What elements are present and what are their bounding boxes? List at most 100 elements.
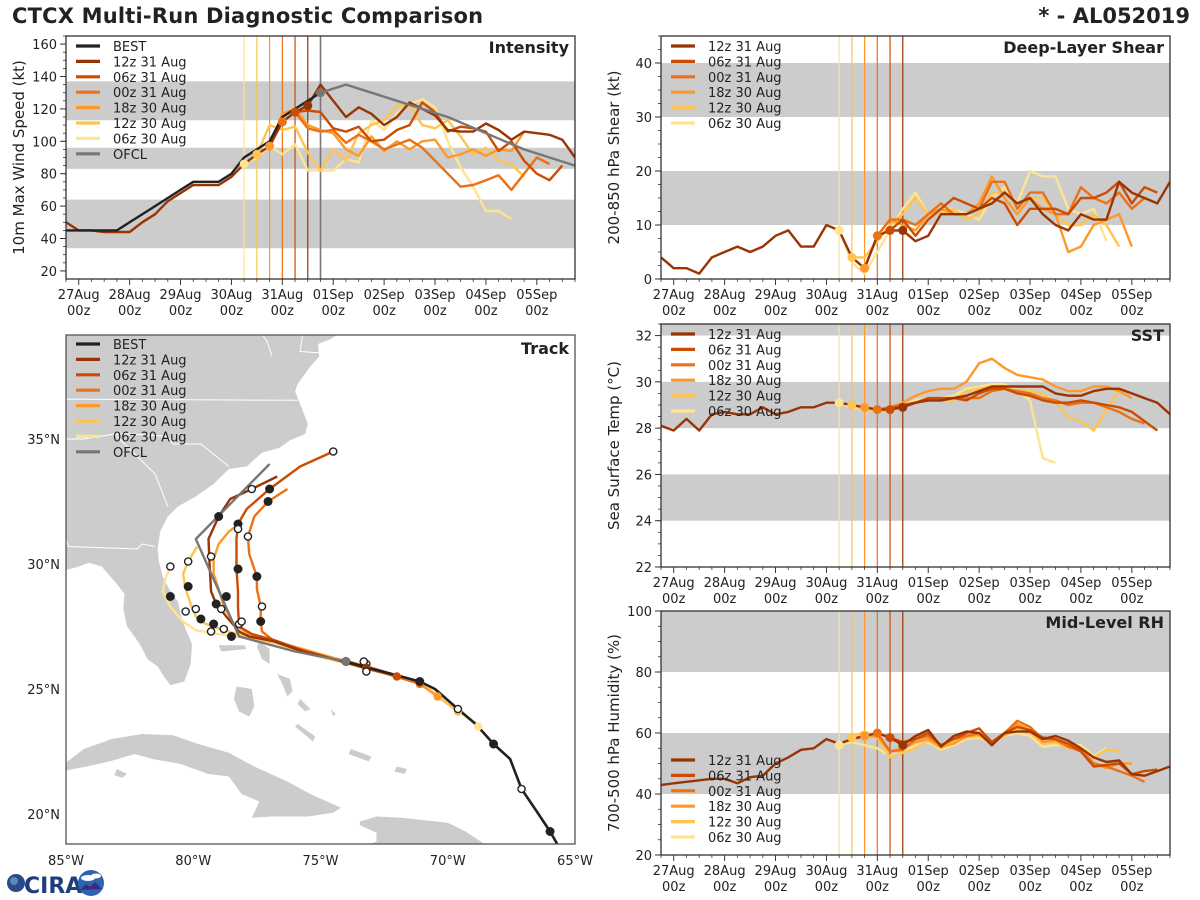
track-position-marker-filled: [252, 572, 262, 581]
y-tick-label: 26: [635, 468, 652, 483]
x-tick-label-date: 01Sep: [313, 288, 354, 303]
x-tick-label-hour: 00z: [866, 880, 890, 895]
track-position-marker-open: [517, 784, 526, 794]
x-tick-label-date: 03Sep: [415, 288, 456, 303]
state-border: [114, 433, 169, 507]
panel-track: 85°W 80°W 75°W 70°W 65°W 20°N 25°N 30°N 35°N Trac…: [27, 334, 593, 869]
x-tick-label-hour: 00z: [118, 304, 142, 319]
init-marker-12z-30-aug: [847, 400, 857, 410]
init-marker-00z-31-aug: [277, 117, 287, 127]
x-tick-label-date: 05Sep: [1111, 576, 1152, 591]
x-tick-label-hour: 00z: [220, 304, 244, 319]
legend-item-best: BEST: [76, 40, 146, 55]
series-line-00z-31-aug: [281, 110, 551, 192]
legend-label: 06z 31 Aug: [708, 769, 782, 784]
y-axis-label: Sea Surface Temp (°C): [605, 361, 623, 530]
init-marker-00z-31-aug: [872, 231, 882, 241]
track-init-marker-06z-31-aug: [392, 672, 402, 681]
legend-label: 18z 30 Aug: [113, 102, 187, 117]
track-line-18z-30-aug: [212, 523, 439, 698]
x-tick-label-date: 04Sep: [1060, 864, 1101, 879]
plot-area: [661, 324, 1170, 567]
legend-item-ofcl: OFCL: [76, 148, 148, 163]
y-tick-label: 100: [627, 605, 652, 620]
x-tick-label-date: 27Aug: [653, 864, 695, 879]
init-marker-12z-30-aug: [847, 733, 857, 743]
legend-label: 06z 30 Aug: [708, 117, 782, 132]
x-tick-label-date: 02Sep: [959, 864, 1000, 879]
x-tick-label-date: 29Aug: [755, 288, 797, 303]
track-position-marker-filled: [221, 592, 231, 601]
legend-label: 12z 30 Aug: [708, 102, 782, 117]
init-marker-18z-30-aug: [265, 141, 275, 151]
y-tick-label: 40: [635, 57, 652, 72]
legend-item-12z-30-aug: 12z 30 Aug: [671, 390, 782, 405]
legend-label: 06z 30 Aug: [708, 831, 782, 846]
legend-label: 06z 31 Aug: [113, 71, 187, 86]
legend-label: 06z 30 Aug: [113, 132, 187, 147]
x-tick-label-hour: 00z: [1069, 880, 1093, 895]
y-tick-label: 20: [40, 265, 57, 280]
init-marker-06z-30-aug: [834, 740, 844, 750]
x-tick-label-hour: 00z: [1069, 304, 1093, 319]
state-border: [66, 433, 230, 467]
series-line-12z-31-aug: [661, 728, 1170, 787]
x-tick-label-date: 01Sep: [908, 288, 949, 303]
legend-item-12z-30-aug: 12z 30 Aug: [76, 415, 187, 430]
x-tick-label-date: 27Aug: [653, 576, 695, 591]
legend-label: 12z 30 Aug: [113, 117, 187, 132]
init-marker-12z-31-aug: [898, 402, 908, 412]
x-tick-label-hour: 00z: [967, 304, 991, 319]
x-tick-label-hour: 00z: [662, 304, 686, 319]
legend-item-12z-30-aug: 12z 30 Aug: [671, 102, 782, 117]
legend-item-12z-31-aug: 12z 31 Aug: [76, 55, 187, 70]
plot-area: [661, 611, 1170, 855]
track-position-marker-open: [453, 704, 463, 714]
land-bahamas-island: [295, 724, 316, 742]
legend-item-00z-31-aug: 00z 31 Aug: [671, 359, 782, 374]
legend-item-06z-31-aug: 06z 31 Aug: [76, 71, 187, 86]
x-tick-label-date: 02Sep: [364, 288, 405, 303]
track-init-marker-18z-30-aug: [433, 692, 442, 701]
track-position-marker-open: [243, 532, 253, 541]
panel-title: Intensity: [489, 38, 570, 57]
y-tick-label: 120: [32, 103, 57, 118]
legend-item-12z-31-aug: 12z 31 Aug: [76, 353, 187, 368]
x-tick-label-hour: 00z: [1018, 592, 1042, 607]
track-position-marker-filled: [183, 582, 193, 591]
track-position-marker-open: [206, 552, 216, 561]
x-tick-label-hour: 00z: [917, 592, 941, 607]
y-tick-label: 80: [635, 666, 652, 681]
land-bahamas-island: [218, 645, 247, 652]
legend-label: 18z 30 Aug: [708, 374, 782, 389]
x-tick-label-date: 01Sep: [908, 864, 949, 879]
y-tick-label: 100: [32, 135, 57, 150]
x-tick-label-hour: 00z: [423, 304, 447, 319]
x-tick-label-date: 02Sep: [959, 576, 1000, 591]
track-position-marker-open: [362, 667, 371, 676]
init-marker-06z-31-aug: [885, 405, 895, 415]
legend-item-ofcl: OFCL: [76, 446, 148, 461]
init-marker-00z-31-aug: [872, 728, 882, 738]
lon-tick-label: 70°W: [430, 854, 466, 869]
x-tick-label-hour: 00z: [815, 304, 839, 319]
panel-shear: 01020304027Aug00z28Aug00z29Aug00z30Aug00…: [605, 35, 1171, 319]
land-isla-de-la-juventud: [114, 769, 128, 778]
series-line-18z-30-aug: [268, 107, 526, 159]
track-position-marker-open: [216, 604, 226, 614]
legend-label: 12z 31 Aug: [708, 40, 782, 55]
y-tick-label: 40: [40, 233, 57, 248]
globe-land-icon: [10, 877, 18, 885]
init-marker-12z-30-aug: [252, 149, 262, 159]
panel-rh: 2040608010027Aug00z28Aug00z29Aug00z30Aug…: [605, 605, 1171, 895]
y-tick-label: 20: [635, 849, 652, 864]
init-marker-18z-30-aug: [860, 731, 870, 741]
legend-item-06z-31-aug: 06z 31 Aug: [671, 343, 782, 358]
legend-item-06z-31-aug: 06z 31 Aug: [671, 55, 782, 70]
legend-label: 00z 31 Aug: [113, 86, 187, 101]
lat-tick-label: 20°N: [27, 808, 60, 823]
series-line-06z-31-aug: [889, 387, 1159, 432]
legend-item-00z-31-aug: 00z 31 Aug: [671, 785, 782, 800]
